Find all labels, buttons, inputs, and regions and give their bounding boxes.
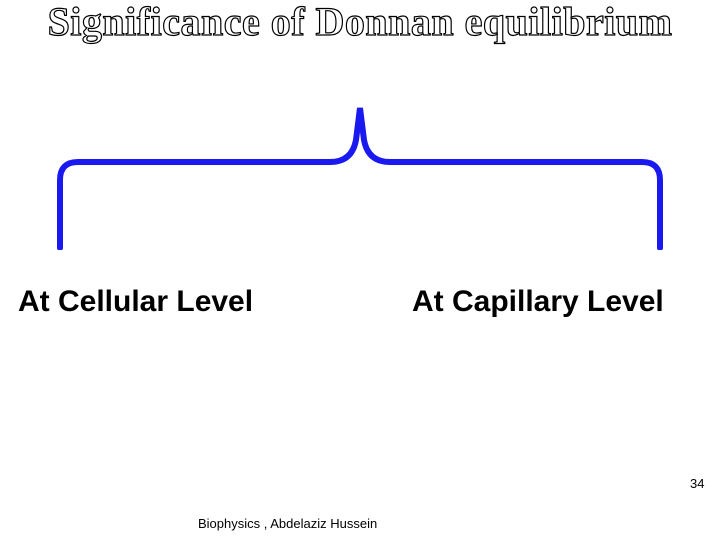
downward-brace (40, 90, 680, 250)
slide-title: Significance of Donnan equilibrium (0, 0, 720, 44)
label-cellular-level: At Cellular Level (18, 285, 253, 319)
slide: Significance of Donnan equilibrium At Ce… (0, 0, 720, 540)
label-capillary-level: At Capillary Level (412, 285, 664, 319)
page-number: 34 (690, 476, 704, 491)
footer-credit: Biophysics , Abdelaziz Hussein (198, 516, 377, 531)
brace-svg (40, 90, 680, 250)
brace-path (60, 108, 660, 248)
